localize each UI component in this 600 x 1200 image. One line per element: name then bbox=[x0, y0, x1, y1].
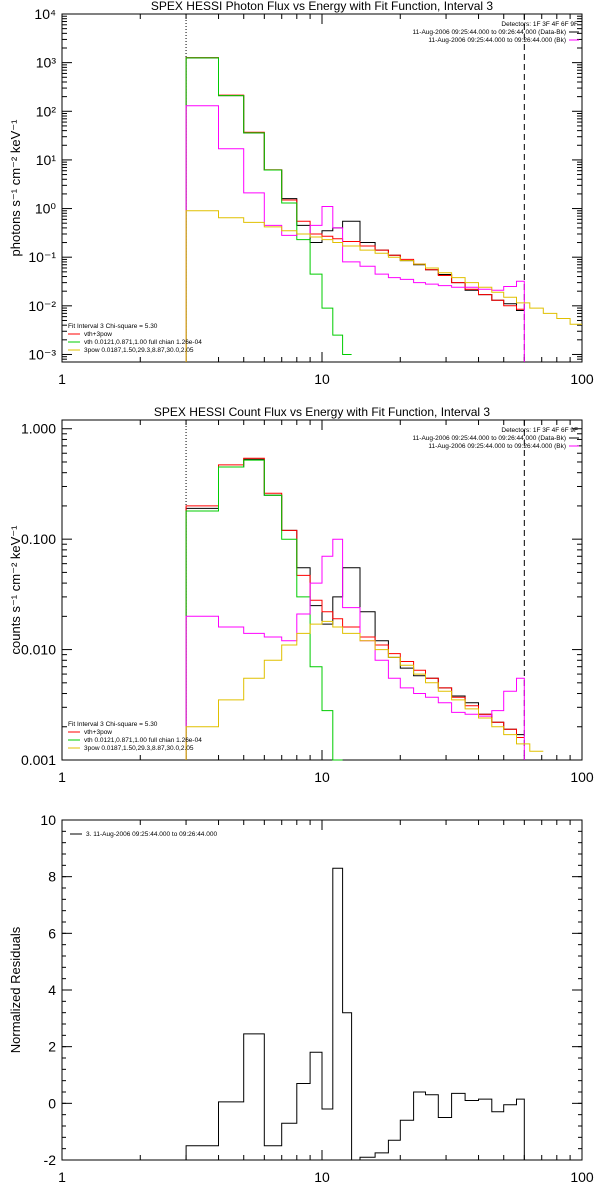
x-tick-label: 10 bbox=[314, 371, 330, 387]
legend-bottom-left-text: 3pow 0.0187,1.50,29.3,8.87,30.0,2.05 bbox=[84, 347, 194, 354]
legend-bottom-left-text: 3pow 0.0187,1.50,29.3,8.87,30.0,2.05 bbox=[84, 745, 194, 752]
y-tick-label: 0.001 bbox=[21, 752, 56, 768]
y-tick-label: 2 bbox=[48, 1039, 56, 1055]
y-tick-label: 10³ bbox=[36, 55, 57, 71]
y-axis-label: Normalized Residuals bbox=[8, 926, 23, 1053]
legend-top-right-text: 11-Aug-2006 09:25:44.000 to 09:26:44.000… bbox=[413, 435, 566, 442]
series-line-5 bbox=[185, 210, 582, 362]
chart-title: SPEX HESSI Photon Flux vs Energy with Fi… bbox=[151, 0, 493, 13]
x-tick-label: 100 bbox=[570, 769, 594, 785]
chart-title: SPEX HESSI Count Flux vs Energy with Fit… bbox=[154, 405, 490, 419]
legend-top-right-text: 11-Aug-2006 09:25:44.000 to 09:26:44.000… bbox=[413, 29, 566, 36]
x-tick-label: 100 bbox=[570, 1169, 594, 1185]
chart-panel-2: SPEX HESSI Count Flux vs Energy with Fit… bbox=[8, 405, 594, 785]
legend-top-right-text: 11-Aug-2006 09:25:44.000 to 09:26:44.000… bbox=[428, 443, 566, 450]
series-line-4 bbox=[185, 105, 525, 362]
x-tick-label: 10 bbox=[314, 769, 330, 785]
series-line-3 bbox=[185, 57, 352, 362]
x-tick-label: 100 bbox=[570, 371, 594, 387]
legend-top-right-text: Detectors: 1F 3F 4F 6F 9F bbox=[501, 427, 578, 434]
series-line-3 bbox=[185, 459, 343, 761]
y-tick-label: 10 bbox=[40, 812, 56, 828]
y-tick-label: -2 bbox=[44, 1152, 57, 1168]
chart-panel-1: SPEX HESSI Photon Flux vs Energy with Fi… bbox=[8, 0, 594, 387]
legend-top-right-text: Detectors: 1F 3F 4F 6F 9F bbox=[501, 21, 578, 28]
y-tick-label: 10⁰ bbox=[35, 201, 57, 217]
y-tick-label: 8 bbox=[48, 869, 56, 885]
y-axis-label: counts s⁻¹ cm⁻² keV⁻¹ bbox=[8, 525, 23, 655]
x-tick-label: 1 bbox=[58, 769, 66, 785]
y-tick-label: 0.100 bbox=[21, 531, 56, 547]
y-tick-label: 10⁻³ bbox=[28, 346, 56, 362]
y-tick-label: 10¹ bbox=[36, 152, 57, 168]
legend-bottom-left-text: Fit Interval 3 Chi-square = 5.30 bbox=[68, 721, 158, 728]
y-tick-label: 10⁻² bbox=[28, 298, 56, 314]
y-tick-label: 10² bbox=[36, 103, 57, 119]
y-axis-label: photons s⁻¹ cm⁻² keV⁻¹ bbox=[8, 119, 23, 257]
y-tick-label: 6 bbox=[48, 925, 56, 941]
legend-top-left-text: 3. 11-Aug-2006 09:25:44.000 to 09:26:44.… bbox=[86, 831, 217, 838]
chart-panel-3: Normalized Residuals 1 10 100 -2 0 2 4 6 8 10 3. 11… bbox=[8, 812, 594, 1185]
y-tick-label: 10⁻¹ bbox=[28, 249, 56, 265]
x-tick-label: 1 bbox=[58, 371, 66, 387]
y-tick-label: 0 bbox=[48, 1095, 56, 1111]
legend-top-right-text: 11-Aug-2006 09:25:44.000 to 09:26:44.000… bbox=[428, 37, 566, 44]
legend-bottom-left-text: vth+3pow bbox=[84, 729, 112, 736]
x-tick-label: 1 bbox=[58, 1169, 66, 1185]
y-tick-label: 0.010 bbox=[21, 642, 56, 658]
legend-bottom-left-text: Fit Interval 3 Chi-square = 5.30 bbox=[68, 323, 158, 330]
series-line-4 bbox=[185, 538, 525, 760]
legend-bottom-left-text: vth 0.0121,0.871,1.00 full chian 1.26e-0… bbox=[84, 339, 202, 346]
y-tick-label: 1.000 bbox=[21, 421, 56, 437]
y-tick-label: 10⁴ bbox=[34, 6, 56, 22]
x-tick-label: 10 bbox=[314, 1169, 330, 1185]
series-line-1 bbox=[185, 867, 525, 1161]
y-tick-label: 4 bbox=[48, 982, 56, 998]
legend-bottom-left-text: vth+3pow bbox=[84, 331, 112, 338]
legend-bottom-left-text: vth 0.0121,0.871,1.00 full chian 1.26e-0… bbox=[84, 737, 202, 744]
series-line-5 bbox=[185, 620, 544, 760]
